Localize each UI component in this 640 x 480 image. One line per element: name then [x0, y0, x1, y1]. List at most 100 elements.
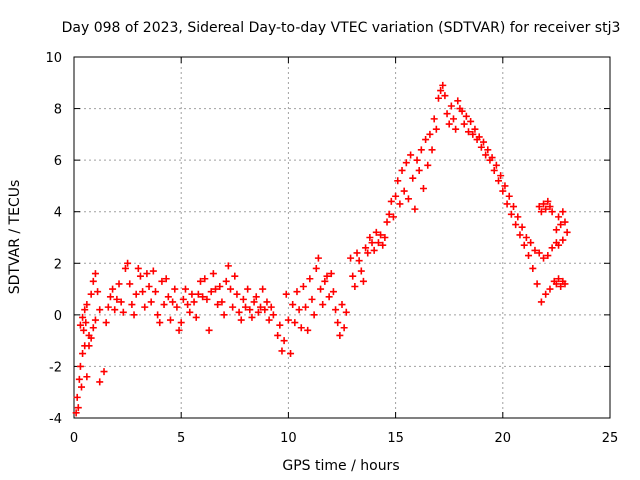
data-point — [413, 156, 421, 164]
data-point — [557, 282, 565, 290]
data-point — [113, 295, 121, 303]
data-point — [145, 282, 153, 290]
data-point — [216, 282, 224, 290]
data-point — [317, 285, 325, 293]
data-point — [525, 252, 533, 260]
data-point — [186, 308, 194, 316]
data-point — [347, 254, 355, 262]
data-point — [203, 295, 211, 303]
data-point — [454, 97, 462, 105]
data-point — [257, 303, 265, 311]
data-point — [555, 241, 563, 249]
data-point — [449, 115, 457, 123]
data-point — [81, 306, 89, 314]
data-point — [471, 125, 479, 133]
data-point — [452, 125, 460, 133]
data-point — [160, 301, 168, 309]
data-point — [267, 303, 275, 311]
data-point — [207, 288, 215, 296]
x-tick-label: 0 — [70, 431, 78, 446]
data-point — [392, 192, 400, 200]
data-point — [128, 301, 136, 309]
data-point — [394, 177, 402, 185]
data-point — [96, 378, 104, 386]
data-point — [540, 200, 548, 208]
x-axis-label: GPS time / hours — [282, 458, 399, 474]
data-point — [533, 280, 541, 288]
data-point — [205, 326, 213, 334]
data-point — [252, 293, 260, 301]
data-point — [548, 208, 556, 216]
data-point — [351, 282, 359, 290]
grid-lines — [74, 57, 610, 418]
data-point — [250, 298, 258, 306]
data-point — [179, 295, 187, 303]
data-point — [192, 313, 200, 321]
data-point — [430, 115, 438, 123]
data-point — [166, 316, 174, 324]
data-point — [102, 319, 110, 327]
data-point — [263, 298, 271, 306]
data-point — [269, 311, 277, 319]
data-point — [437, 87, 445, 95]
data-point — [546, 285, 554, 293]
data-point — [109, 285, 117, 293]
data-point — [284, 316, 292, 324]
data-point — [199, 293, 207, 301]
data-point — [91, 270, 99, 278]
data-point — [518, 223, 526, 231]
data-point — [464, 128, 472, 136]
data-point — [490, 166, 498, 174]
data-point — [404, 195, 412, 203]
data-point — [398, 166, 406, 174]
data-point — [503, 200, 511, 208]
data-point — [212, 285, 220, 293]
data-point — [529, 264, 537, 272]
data-point — [302, 303, 310, 311]
data-point — [278, 347, 286, 355]
data-point — [134, 264, 142, 272]
data-point — [385, 210, 393, 218]
data-point — [357, 267, 365, 275]
data-point — [79, 313, 87, 321]
data-point — [432, 125, 440, 133]
x-tick-label: 15 — [387, 431, 404, 446]
data-point — [78, 383, 86, 391]
data-point — [265, 316, 273, 324]
data-point — [276, 321, 284, 329]
data-point — [151, 288, 159, 296]
data-point — [287, 350, 295, 358]
data-point — [171, 285, 179, 293]
y-tick-label: -4 — [49, 412, 62, 427]
x-tick-label: 5 — [177, 431, 185, 446]
data-point — [177, 319, 185, 327]
data-point — [342, 308, 350, 316]
data-point — [340, 324, 348, 332]
data-point — [497, 172, 505, 180]
data-point — [559, 236, 567, 244]
chart-title: Day 098 of 2023, Sidereal Day-to-day VTE… — [62, 20, 621, 36]
data-point — [82, 319, 90, 327]
data-point — [402, 159, 410, 167]
y-tick-label: -2 — [49, 360, 62, 375]
data-point — [89, 324, 97, 332]
data-point — [387, 197, 395, 205]
data-point — [469, 130, 477, 138]
data-point — [507, 210, 515, 218]
x-tick-labels: 0 5 10 15 20 25 — [70, 431, 618, 446]
data-point — [242, 303, 250, 311]
data-point — [130, 311, 138, 319]
data-point — [194, 290, 202, 298]
data-point — [235, 308, 243, 316]
data-point — [196, 277, 204, 285]
data-point — [396, 200, 404, 208]
data-point — [295, 306, 303, 314]
data-point — [259, 285, 267, 293]
data-point — [555, 275, 563, 283]
data-point — [492, 161, 500, 169]
data-point — [374, 239, 382, 247]
data-point — [364, 249, 372, 257]
data-point — [115, 280, 123, 288]
data-point — [458, 107, 466, 115]
data-point — [314, 254, 322, 262]
